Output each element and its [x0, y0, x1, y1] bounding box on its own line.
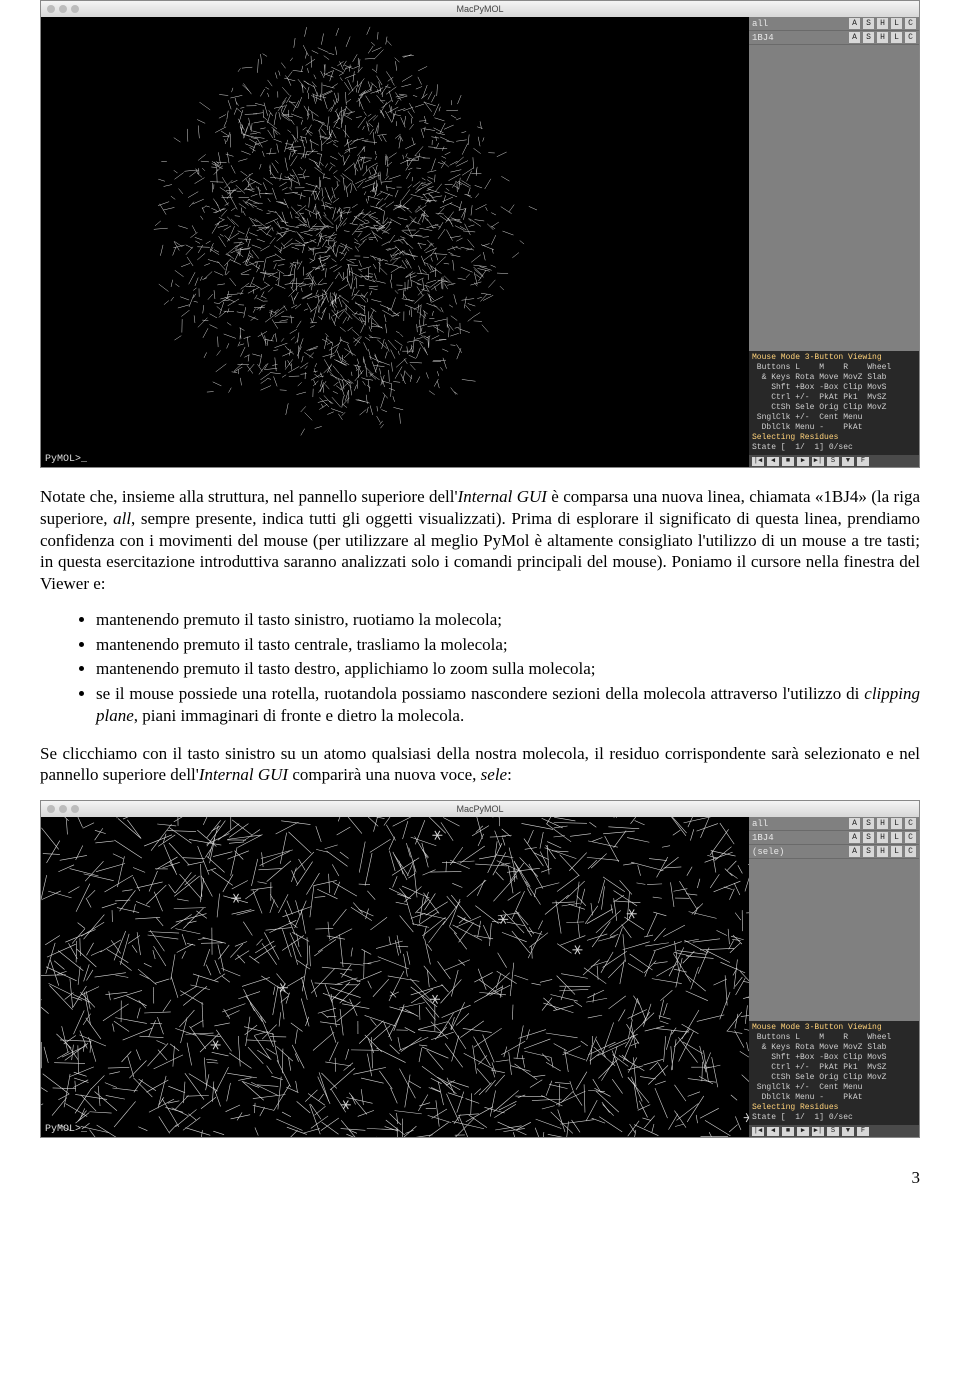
state-button[interactable]: ■: [782, 457, 794, 466]
state-button[interactable]: ▶: [797, 1127, 809, 1136]
object-name: 1BJ4: [752, 833, 846, 843]
object-action-button[interactable]: A: [849, 846, 860, 857]
screenshot-2: MacPyMOL PyMOL>_ allASHLC1BJ4ASHLC(sele)…: [40, 800, 920, 1138]
bullet-item: mantenendo premuto il tasto centrale, tr…: [96, 634, 920, 656]
object-list: allASHLC1BJ4ASHLC(sele)ASHLC: [749, 817, 919, 859]
object-name: (sele): [752, 847, 846, 857]
object-action-button[interactable]: H: [877, 846, 888, 857]
state-button[interactable]: |◀: [752, 457, 764, 466]
bullet-item: mantenendo premuto il tasto sinistro, ru…: [96, 609, 920, 631]
object-list: allASHLC1BJ4ASHLC: [749, 17, 919, 45]
object-action-button[interactable]: S: [863, 818, 874, 829]
command-prompt[interactable]: PyMOL>_: [45, 454, 87, 465]
state-button[interactable]: ▼: [842, 457, 854, 466]
object-action-button[interactable]: C: [905, 18, 916, 29]
object-action-button[interactable]: S: [863, 832, 874, 843]
mouse-mode-panel: Mouse Mode 3-Button Viewing Buttons L M …: [749, 1021, 919, 1125]
page-number: 3: [40, 1168, 920, 1188]
mouse-mode-panel: Mouse Mode 3-Button Viewing Buttons L M …: [749, 351, 919, 455]
titlebar: MacPyMOL: [41, 1, 919, 17]
object-row[interactable]: 1BJ4ASHLC: [749, 31, 919, 45]
object-action-button[interactable]: L: [891, 818, 902, 829]
internal-gui: allASHLC1BJ4ASHLC(sele)ASHLC Mouse Mode …: [749, 817, 919, 1137]
state-button[interactable]: S: [827, 1127, 839, 1136]
object-action-button[interactable]: L: [891, 832, 902, 843]
object-action-button[interactable]: A: [849, 832, 860, 843]
state-button[interactable]: ◀: [767, 1127, 779, 1136]
window-title: MacPyMOL: [41, 4, 919, 14]
object-action-button[interactable]: S: [863, 32, 874, 43]
viewer-panel[interactable]: PyMOL>_: [41, 17, 749, 467]
state-button[interactable]: S: [827, 457, 839, 466]
object-action-button[interactable]: S: [863, 846, 874, 857]
object-name: all: [752, 819, 846, 829]
bullet-list: mantenendo premuto il tasto sinistro, ru…: [96, 609, 920, 727]
object-action-button[interactable]: H: [877, 32, 888, 43]
state-button[interactable]: F: [857, 1127, 869, 1136]
state-button[interactable]: ■: [782, 1127, 794, 1136]
state-button[interactable]: |◀: [752, 1127, 764, 1136]
state-bar: |◀◀■▶▶|S▼F: [749, 455, 919, 467]
object-action-button[interactable]: A: [849, 32, 860, 43]
object-action-button[interactable]: C: [905, 818, 916, 829]
state-button[interactable]: ▶: [797, 457, 809, 466]
state-button[interactable]: F: [857, 457, 869, 466]
paragraph-1: Notate che, insieme alla struttura, nel …: [40, 486, 920, 595]
object-action-button[interactable]: C: [905, 846, 916, 857]
object-row[interactable]: 1BJ4ASHLC: [749, 831, 919, 845]
object-row[interactable]: allASHLC: [749, 817, 919, 831]
bullet-item: mantenendo premuto il tasto destro, appl…: [96, 658, 920, 680]
object-action-button[interactable]: C: [905, 832, 916, 843]
state-button[interactable]: ▼: [842, 1127, 854, 1136]
molecule-render: [41, 817, 749, 1137]
paragraph-2: Se clicchiamo con il tasto sinistro su u…: [40, 743, 920, 787]
object-action-button[interactable]: H: [877, 832, 888, 843]
object-action-button[interactable]: A: [849, 818, 860, 829]
titlebar: MacPyMOL: [41, 801, 919, 817]
bullet-item: se il mouse possiede una rotella, ruotan…: [96, 683, 920, 727]
object-action-button[interactable]: L: [891, 18, 902, 29]
command-prompt[interactable]: PyMOL>_: [45, 1124, 87, 1135]
object-action-button[interactable]: H: [877, 18, 888, 29]
window-title: MacPyMOL: [41, 804, 919, 814]
object-row[interactable]: (sele)ASHLC: [749, 845, 919, 859]
state-button[interactable]: ▶|: [812, 1127, 824, 1136]
state-button[interactable]: ◀: [767, 457, 779, 466]
object-name: 1BJ4: [752, 33, 846, 43]
object-name: all: [752, 19, 846, 29]
state-button[interactable]: ▶|: [812, 457, 824, 466]
viewer-panel[interactable]: PyMOL>_: [41, 817, 749, 1137]
object-row[interactable]: allASHLC: [749, 17, 919, 31]
internal-gui: allASHLC1BJ4ASHLC Mouse Mode 3-Button Vi…: [749, 17, 919, 467]
object-action-button[interactable]: A: [849, 18, 860, 29]
state-bar: |◀◀■▶▶|S▼F: [749, 1125, 919, 1137]
molecule-render: [41, 17, 749, 467]
object-action-button[interactable]: L: [891, 846, 902, 857]
object-action-button[interactable]: H: [877, 818, 888, 829]
screenshot-1: MacPyMOL PyMOL>_ allASHLC1BJ4ASHLC Mouse…: [40, 0, 920, 468]
object-action-button[interactable]: C: [905, 32, 916, 43]
object-action-button[interactable]: L: [891, 32, 902, 43]
object-action-button[interactable]: S: [863, 18, 874, 29]
